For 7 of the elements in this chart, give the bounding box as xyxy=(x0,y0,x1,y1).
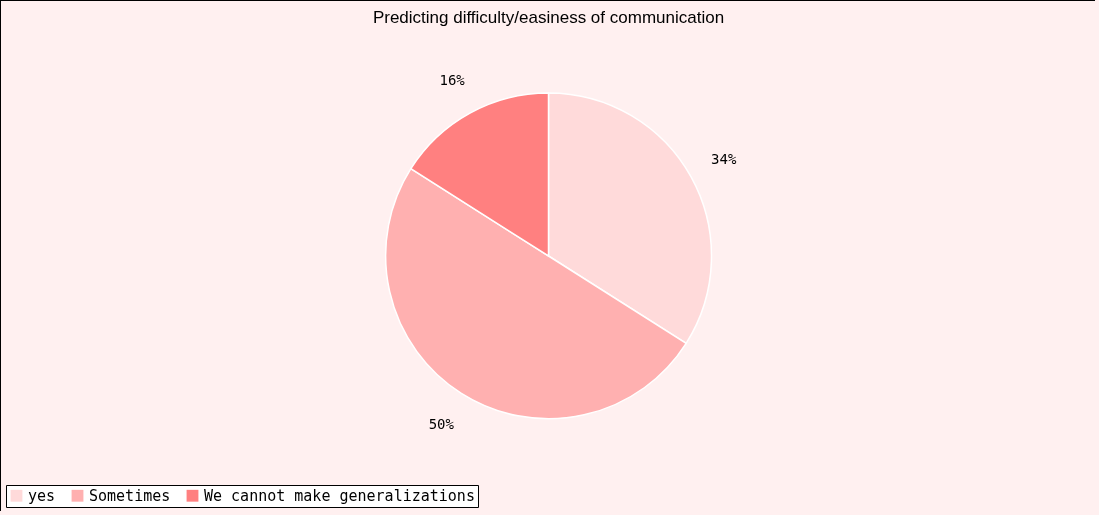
legend-label: Sometimes xyxy=(89,486,171,505)
chart-title: Predicting difficulty/easiness of communication xyxy=(372,8,725,27)
data-label: 34% xyxy=(711,150,737,167)
legend-label: yes xyxy=(28,486,56,505)
legend-label: We cannot make generalizations xyxy=(204,486,475,505)
data-label: 50% xyxy=(428,415,455,432)
data-label: 16% xyxy=(439,71,466,88)
